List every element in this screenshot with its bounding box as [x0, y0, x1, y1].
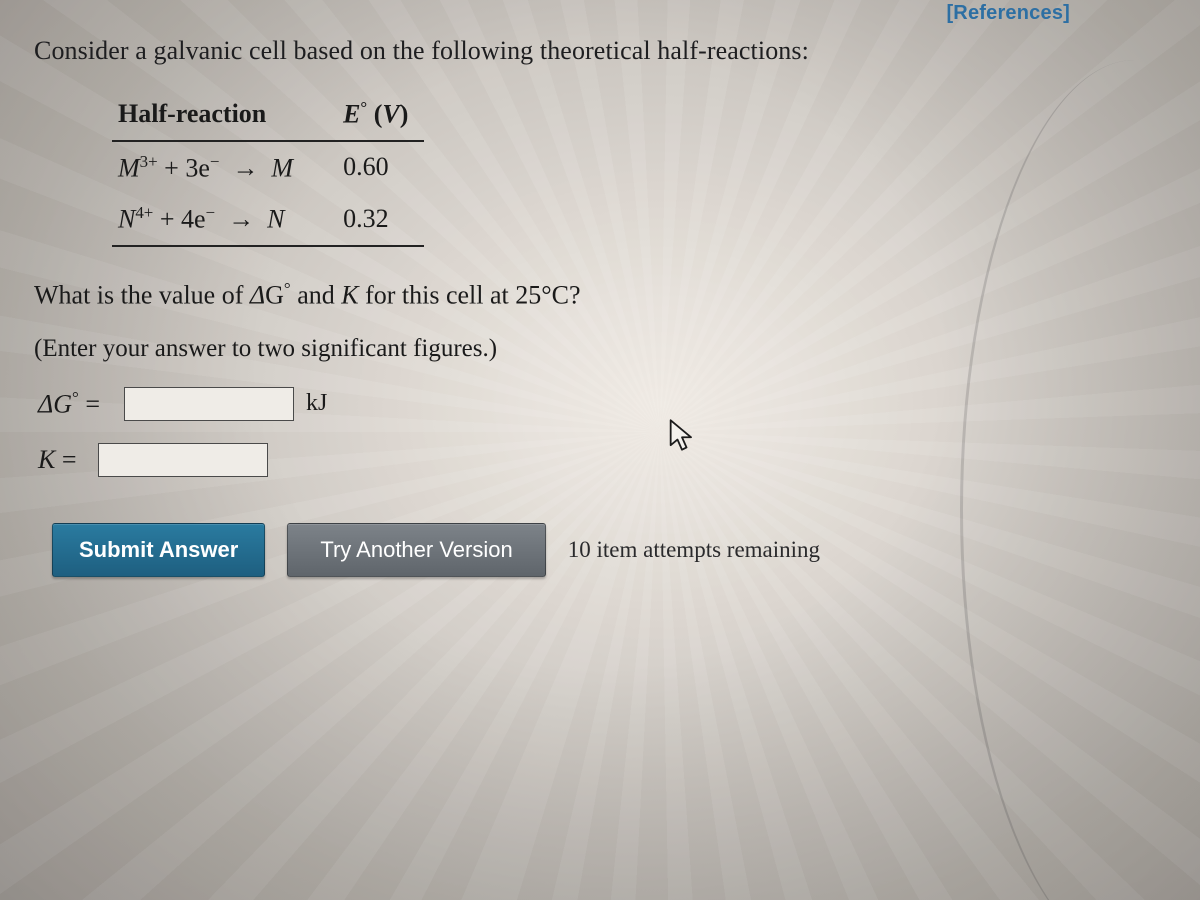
e-value-cell: 0.60 [309, 141, 424, 194]
half-reaction-table: Half-reaction E° E° (V)(V) M3+ + 3e− → M… [112, 88, 424, 247]
action-row: Submit Answer Try Another Version 10 ite… [52, 523, 1166, 577]
attempts-remaining-text: 10 item attempts remaining [568, 537, 820, 563]
table-row: N4+ + 4e− → N 0.32 [112, 193, 424, 246]
prompt-text: Consider a galvanic cell based on the fo… [34, 36, 1166, 66]
delta-g-row: ΔG° = kJ [38, 387, 1166, 421]
try-another-version-button[interactable]: Try Another Version [287, 523, 545, 577]
question-panel: [References] Consider a galvanic cell ba… [0, 0, 1200, 900]
table-row: M3+ + 3e− → M 0.60 [112, 141, 424, 194]
references-link[interactable]: [References] [946, 2, 1070, 25]
reaction-cell: M3+ + 3e− → M [112, 141, 309, 194]
answer-block: ΔG° = kJ K = [38, 387, 1166, 477]
col-header-half-reaction: Half-reaction [112, 88, 309, 141]
e-value-cell: 0.32 [309, 193, 424, 246]
k-input[interactable] [98, 443, 268, 477]
delta-g-input[interactable] [124, 387, 294, 421]
k-label: K = [38, 445, 92, 475]
delta-g-label: ΔG° = [38, 388, 118, 420]
reaction-cell: N4+ + 4e− → N [112, 193, 309, 246]
submit-answer-button[interactable]: Submit Answer [52, 523, 265, 577]
hint-text: (Enter your answer to two significant fi… [34, 335, 1166, 363]
k-row: K = [38, 443, 1166, 477]
col-header-e-standard: E° E° (V)(V) [309, 88, 424, 141]
delta-g-unit: kJ [306, 390, 327, 417]
question-text: What is the value of ΔG° and K for this … [34, 279, 1166, 311]
